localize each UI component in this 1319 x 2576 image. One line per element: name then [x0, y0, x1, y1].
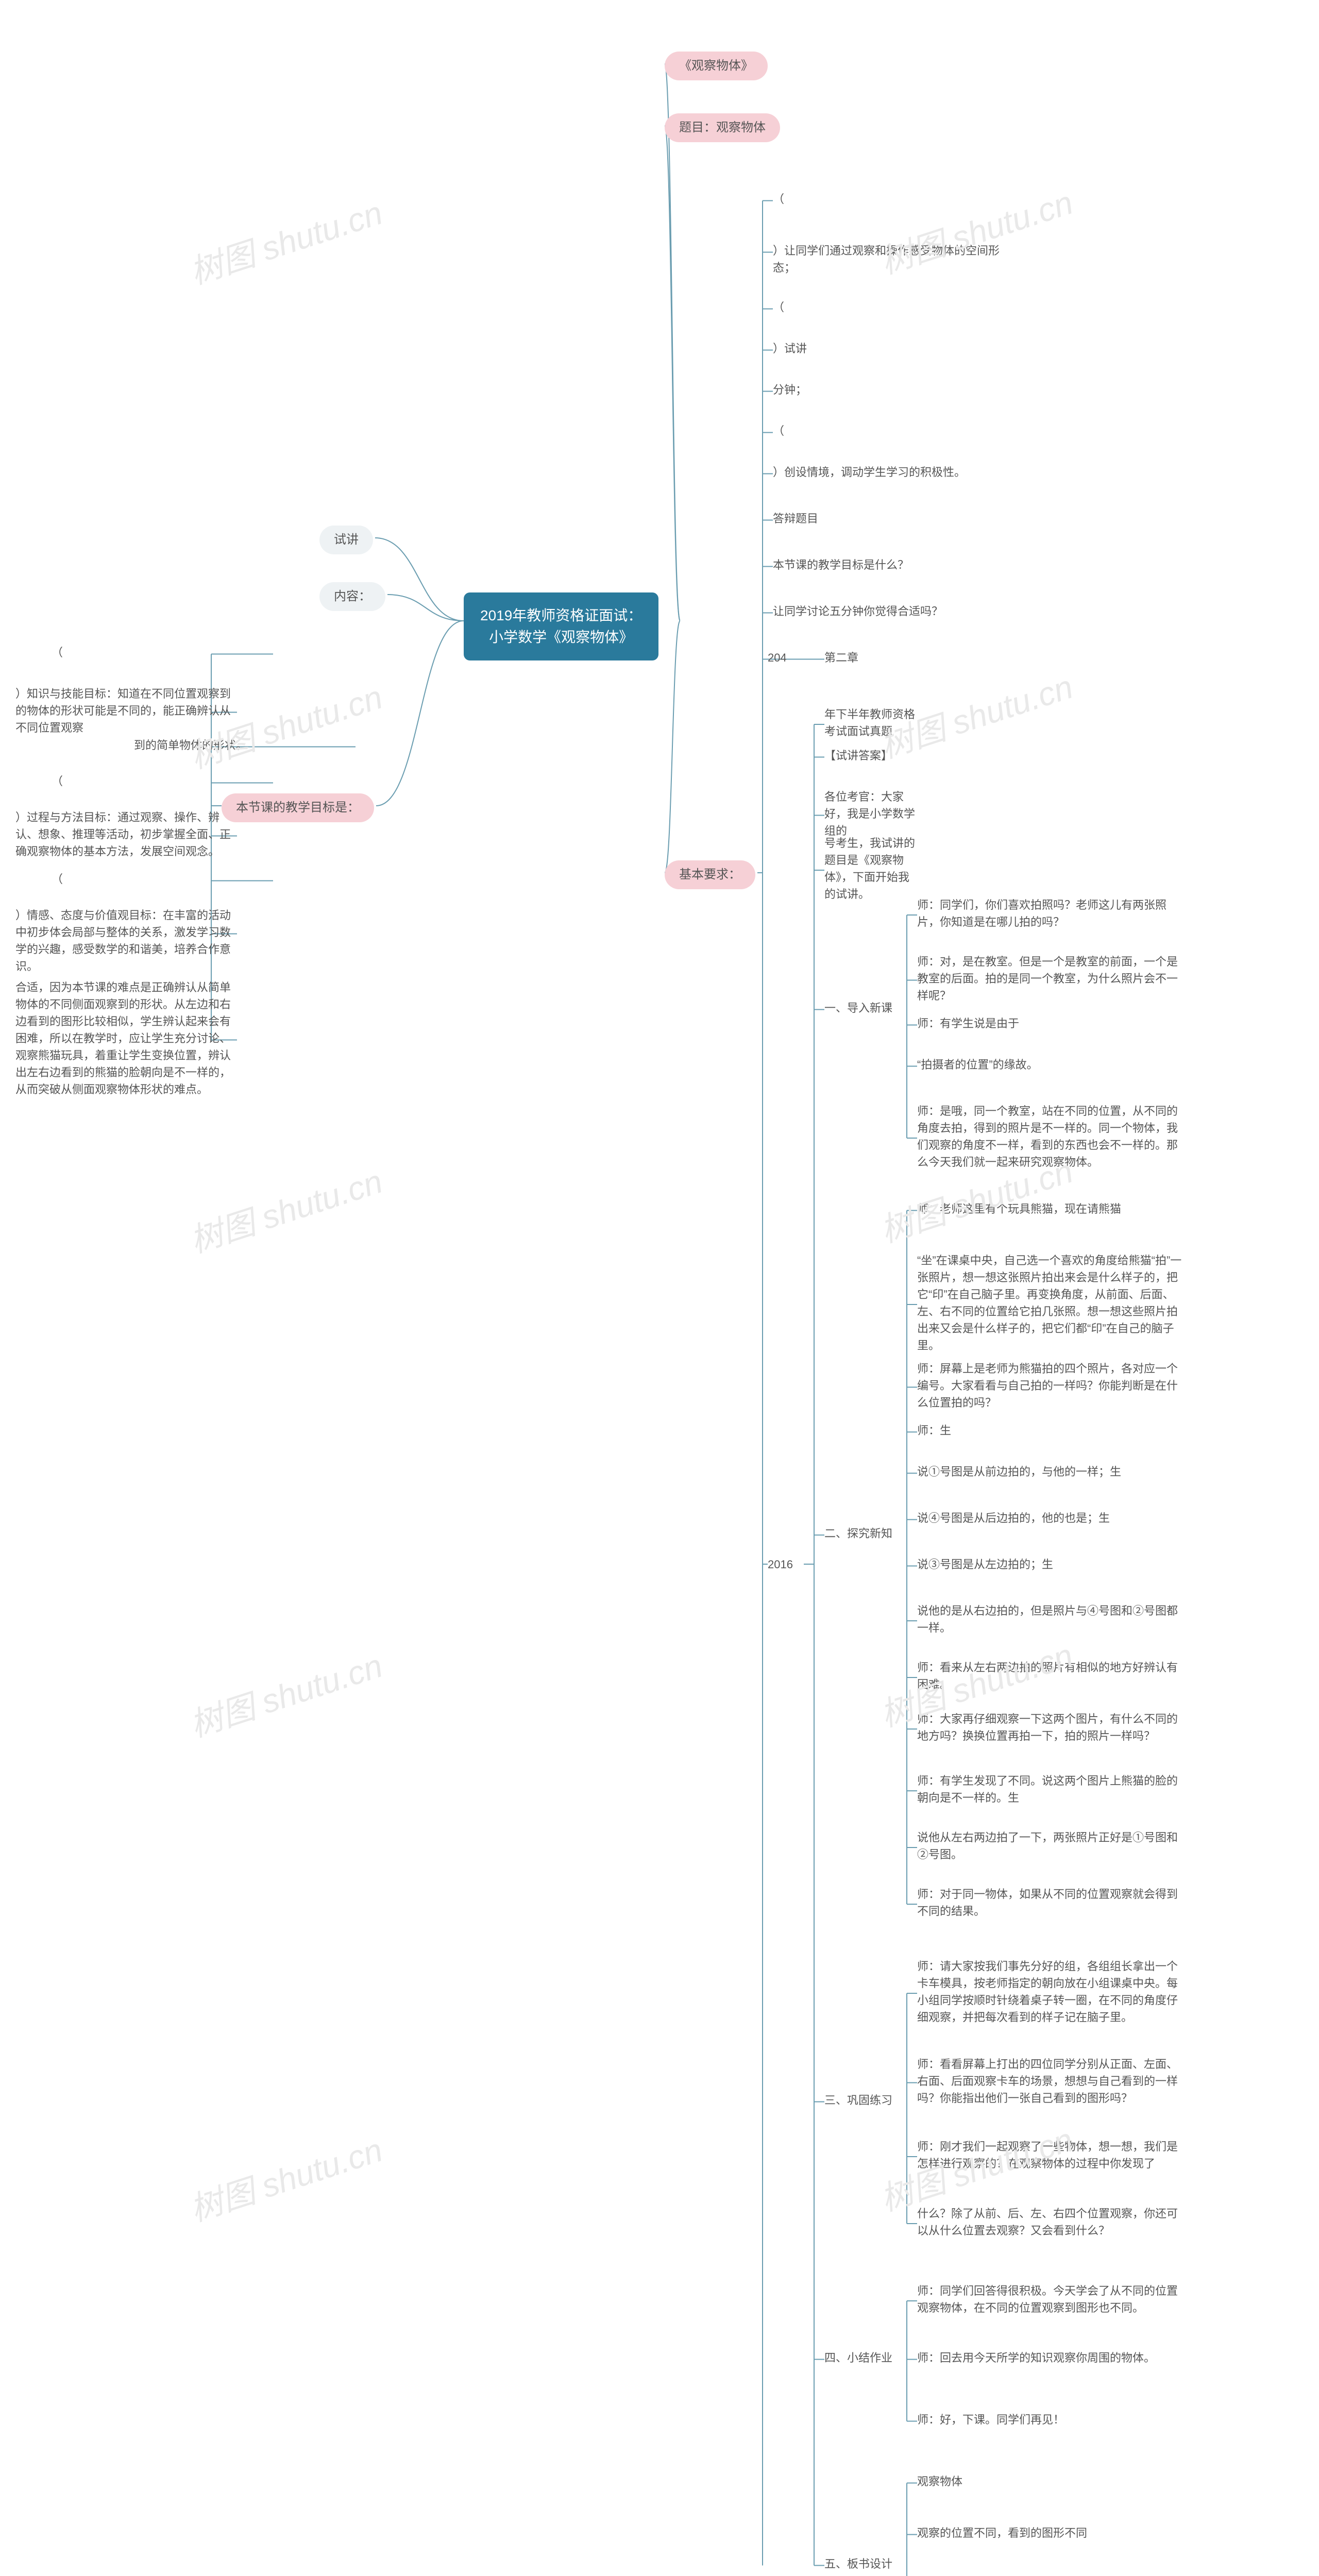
root-node: 2019年教师资格证面试： 小学数学《观察物体》	[464, 592, 658, 660]
mindmap-node: 本节课的教学目标是什么？	[773, 556, 909, 573]
mindmap-node: 合适，因为本节课的难点是正确辨认从简单物体的不同侧面观察到的形状。从左边和右边看…	[15, 979, 237, 1098]
mindmap-node: ）让同学们通过观察和操作感受物体的空间形态；	[773, 242, 1010, 276]
mindmap-node: 说④号图是从后边拍的，他的也是；生	[917, 1510, 1110, 1527]
mindmap-node: 师：是哦，同一个教室，站在不同的位置，从不同的角度去拍，得到的照片是不一样的。同…	[917, 1103, 1185, 1171]
mindmap-node: 师：刚才我们一起观察了一些物体，想一想，我们是怎样进行观察的？在观察物体的过程中…	[917, 2138, 1185, 2172]
mindmap-node: “拍摄者的位置”的缘故。	[917, 1056, 1038, 1073]
mindmap-node: 让同学讨论五分钟你觉得合适吗？	[773, 603, 943, 620]
mindmap-node: 第二章	[824, 649, 858, 666]
section-node: 年下半年教师资格考试面试真题	[824, 706, 917, 740]
mindmap-node: 说③号图是从左边拍的；生	[917, 1556, 1053, 1573]
section-node: 号考生，我试讲的题目是《观察物体》，下面开始我的试讲。	[824, 835, 917, 903]
watermark: 树图 shutu.cn	[183, 187, 387, 293]
mindmap-node: 师：有学生发现了不同。说这两个图片上熊猫的脸的朝向是不一样的。生	[917, 1772, 1185, 1806]
mindmap-node: “坐”在课桌中央，自己选一个喜欢的角度给熊猫“拍”一张照片，想一想这张照片拍出来…	[917, 1252, 1185, 1354]
mindmap-node: 师：同学们回答得很积极。今天学会了从不同的位置观察物体，在不同的位置观察到图形也…	[917, 2282, 1185, 2316]
section-node: 四、小结作业	[824, 2349, 892, 2366]
mindmap-node: （	[773, 191, 784, 208]
mindmap-node: 师：看来从左右两边拍的照片有相似的地方好辨认有困难。	[917, 1659, 1185, 1693]
mindmap-node: 观察物体	[917, 2473, 962, 2490]
mindmap-node: （	[52, 644, 63, 661]
mindmap-node: 分钟；	[773, 381, 807, 398]
mindmap-node: （	[773, 299, 784, 316]
mindmap-node: 师：屏幕上是老师为熊猫拍的四个照片，各对应一个编号。大家看看与自己拍的一样吗？你…	[917, 1360, 1185, 1411]
mindmap-node: ）过程与方法目标：通过观察、操作、辨认、想象、推理等活动，初步掌握全面、正确观察…	[15, 809, 237, 860]
branch-node: 本节课的教学目标是：	[222, 793, 374, 822]
mindmap-node: 师：老师这里有个玩具熊猫，现在请熊猫	[917, 1200, 1121, 1217]
mindmap-node: 观察的位置不同，看到的图形不同	[917, 2524, 1087, 2541]
mindmap-node: 师：看看屏幕上打出的四位同学分别从正面、左面、右面、后面观察卡车的场景，想想与自…	[917, 2056, 1185, 2107]
watermark: 树图 shutu.cn	[183, 1155, 387, 1262]
mindmap-node: 到的简单物体的形状。	[134, 737, 247, 754]
mindmap-node: 师：对于同一物体，如果从不同的位置观察就会得到不同的结果。	[917, 1886, 1185, 1920]
branch-node: 《观察物体》	[665, 52, 768, 80]
section-node: 二、探究新知	[824, 1525, 892, 1542]
branch-node: 试讲	[319, 526, 373, 554]
mindmap-node: 什么？除了从前、后、左、右四个位置观察，你还可以从什么位置去观察？又会看到什么？	[917, 2205, 1185, 2239]
section-node: 【试讲答案】	[824, 747, 892, 764]
mindmap-node: 说他的是从右边拍的，但是照片与④号图和②号图都一样。	[917, 1602, 1185, 1636]
watermark: 树图 shutu.cn	[183, 2124, 387, 2230]
section-node: 五、板书设计	[824, 2555, 892, 2572]
mindmap-node: ）知识与技能目标：知道在不同位置观察到的物体的形状可能是不同的，能正确辨认从不同…	[15, 685, 237, 736]
mindmap-node: 答辩题目	[773, 510, 818, 527]
mindmap-node: 说他从左右两边拍了一下，两张照片正好是①号图和②号图。	[917, 1829, 1185, 1863]
mindmap-node: ）创设情境，调动学生学习的积极性。	[773, 464, 966, 481]
branch-node: 内容：	[319, 582, 385, 611]
mindmap-node: 师：有学生说是由于	[917, 1015, 1019, 1032]
mindmap-node: 师：同学们，你们喜欢拍照吗？老师这儿有两张照片，你知道是在哪儿拍的吗？	[917, 896, 1185, 930]
mindmap-node: 师：生	[917, 1422, 951, 1439]
mindmap-node: 师：回去用今天所学的知识观察你周围的物体。	[917, 2349, 1155, 2366]
mindmap-node: 204	[768, 649, 787, 666]
mindmap-node: 2016	[768, 1556, 793, 1573]
mindmap-node: （	[52, 773, 63, 790]
section-node: 一、导入新课	[824, 999, 892, 1016]
mindmap-node: 师：请大家按我们事先分好的组，各组组长拿出一个卡车模具，按老师指定的朝向放在小组…	[917, 1958, 1185, 2026]
mindmap-node: （	[52, 871, 63, 888]
mindmap-node: 师：大家再仔细观察一下这两个图片，有什么不同的地方吗？换换位置再拍一下，拍的照片…	[917, 1710, 1185, 1744]
mindmap-node: 说①号图是从前边拍的，与他的一样；生	[917, 1463, 1121, 1480]
mindmap-node: 师：好，下课。同学们再见！	[917, 2411, 1064, 2428]
mindmap-node: ）情感、态度与价值观目标：在丰富的活动中初步体会局部与整体的关系，激发学习数学的…	[15, 907, 237, 975]
section-node: 各位考官：大家好，我是小学数学组的	[824, 788, 917, 839]
mindmap-node: 师：对，是在教室。但是一个是教室的前面，一个是教室的后面。拍的是同一个教室，为什…	[917, 953, 1185, 1004]
mindmap-node: （	[773, 422, 784, 439]
branch-node: 基本要求：	[665, 860, 755, 889]
section-node: 三、巩固练习	[824, 2092, 892, 2109]
mindmap-node: ）试讲	[773, 340, 807, 357]
branch-node: 题目：观察物体	[665, 113, 780, 142]
watermark: 树图 shutu.cn	[183, 1639, 387, 1746]
